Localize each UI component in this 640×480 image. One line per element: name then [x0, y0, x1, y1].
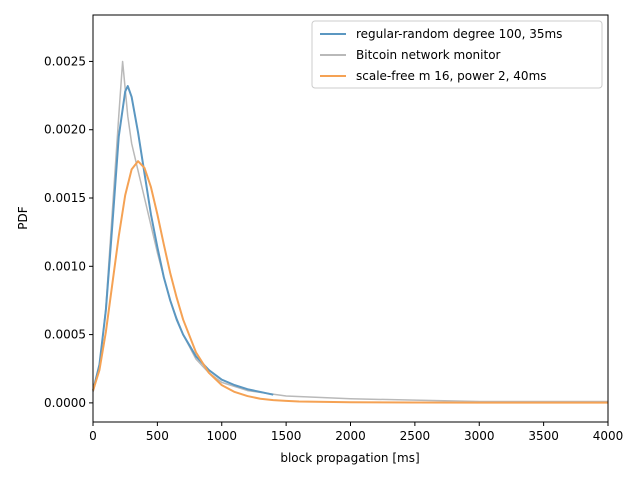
x-tick-label: 500: [146, 429, 169, 443]
series-line-scale-free: [92, 160, 608, 404]
y-tick-label: 0.0015: [44, 191, 86, 205]
y-tick-label: 0.0005: [44, 328, 86, 342]
x-tick-label: 3000: [464, 429, 495, 443]
x-tick-label: 3500: [528, 429, 559, 443]
y-tick-label: 0.0020: [44, 123, 86, 137]
x-tick-label: 2000: [335, 429, 366, 443]
legend-label-bitcoin-monitor: Bitcoin network monitor: [356, 48, 501, 62]
y-tick-label: 0.0010: [44, 259, 86, 273]
y-axis-label: PDF: [16, 206, 30, 229]
series-line-regular-random: [92, 85, 274, 396]
series-layer: [92, 60, 608, 404]
x-tick-label: 4000: [593, 429, 624, 443]
y-tick-label: 0.0000: [44, 396, 86, 410]
plot-frame: [92, 14, 609, 423]
legend-label-scale-free: scale-free m 16, power 2, 40ms: [356, 69, 547, 83]
x-tick-label: 1500: [271, 429, 302, 443]
y-tick-label: 0.0025: [44, 54, 86, 68]
x-tick-label: 2500: [400, 429, 431, 443]
ticks-layer: 0 500 1000 1500 2000 2500 3000 3500 4000 0.0000 0.…: [44, 54, 623, 443]
legend: regular-random degree 100, 35ms Bitcoin …: [311, 20, 603, 89]
x-tick-label: 1000: [206, 429, 237, 443]
legend-box: [311, 20, 603, 89]
x-tick-label: 0: [89, 429, 97, 443]
legend-label-regular-random: regular-random degree 100, 35ms: [356, 27, 562, 41]
x-axis-label: block propagation [ms]: [280, 451, 419, 465]
